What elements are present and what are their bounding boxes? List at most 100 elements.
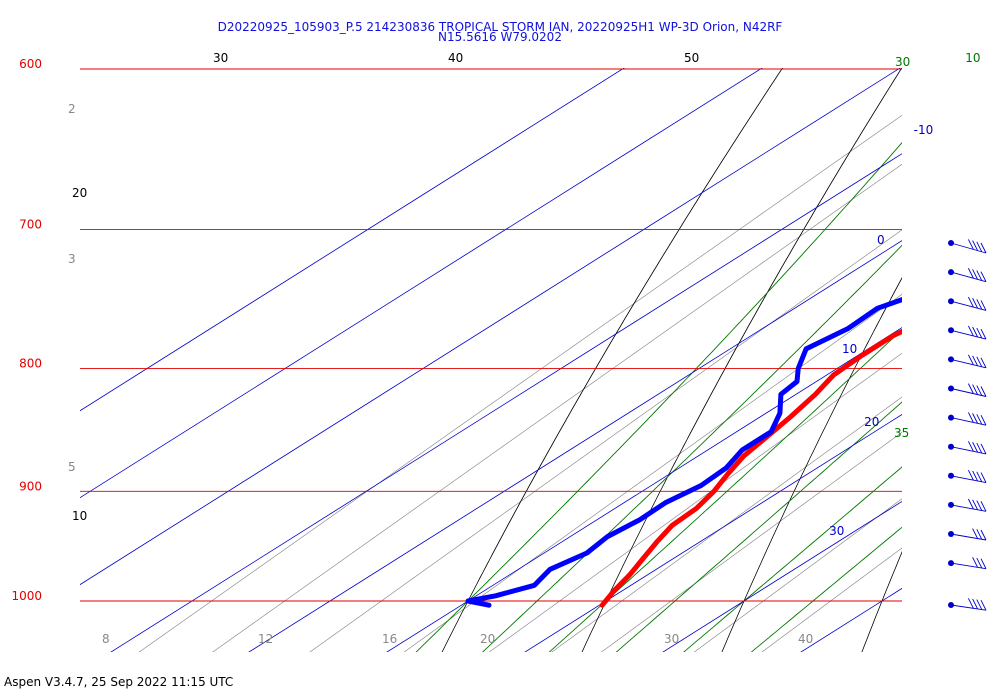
wind-barb-feather — [976, 471, 983, 482]
wind-barb-feather — [967, 354, 974, 365]
wind-barb-feather — [972, 297, 979, 309]
wind-barb-feather — [976, 500, 983, 511]
chart-title-line-1: D20220925_105903_P.5 214230836 TROPICAL … — [217, 20, 783, 34]
wind-barb — [948, 268, 987, 283]
wind-barb-staff — [950, 562, 987, 570]
dry-adiabat-line — [441, 68, 783, 652]
wind-barb — [948, 557, 987, 570]
wind-barb-feather — [972, 499, 979, 510]
wind-barb-feather — [967, 412, 974, 423]
wind-barb-feather — [967, 239, 974, 250]
wind-barb-feather — [976, 442, 983, 454]
wind-barb-feather — [972, 384, 979, 395]
mixing-ratio-label: 5 — [68, 460, 76, 474]
wind-barb-staff — [950, 271, 987, 283]
isobar-lines — [80, 68, 902, 602]
wind-barb-feather — [972, 470, 979, 482]
moist-adiabat-line — [415, 142, 902, 652]
wind-barb-feather — [967, 441, 974, 452]
moist-adiabat-label: 35 — [894, 426, 909, 440]
pressure-label: 900 — [19, 479, 42, 493]
pressure-label: 600 — [19, 57, 42, 71]
mixing-ratio-line — [403, 293, 902, 652]
mixing-ratio-line — [551, 396, 902, 652]
wind-barb-feather — [976, 529, 983, 540]
wind-barb — [948, 498, 987, 512]
wind-barb-feather — [972, 528, 979, 539]
dry-adiabat-line — [581, 68, 902, 652]
isotherm-line — [386, 327, 902, 652]
wind-barb-feather — [980, 300, 987, 311]
wind-barb-feather — [972, 598, 979, 610]
isotherm-line — [524, 414, 902, 652]
wind-barb-feather — [980, 472, 987, 483]
mixing-ratio-line — [488, 352, 902, 652]
wind-barb-feather — [976, 356, 983, 367]
wind-barb-staff — [950, 329, 987, 340]
wind-barb — [948, 528, 987, 541]
mixing-ratio-label: 12 — [258, 632, 273, 646]
wind-barb-staff — [950, 533, 987, 541]
isotherm-label: 10 — [842, 342, 857, 356]
wind-barb-feather — [967, 325, 974, 337]
wind-barb — [948, 383, 987, 397]
temperature-profile — [599, 328, 902, 608]
wind-barb — [948, 325, 987, 340]
wind-barb-feather — [976, 557, 983, 569]
wind-barb-staff — [950, 300, 987, 311]
moist-adiabat-label: 10 — [965, 51, 980, 65]
wind-barb — [948, 296, 987, 311]
isotherm-line — [662, 500, 902, 652]
wind-barb-feather — [972, 269, 979, 280]
wind-barb — [948, 412, 987, 426]
pressure-label: 800 — [19, 357, 42, 371]
mixing-ratio-label: 8 — [102, 632, 110, 646]
wind-barb-feather — [976, 414, 983, 425]
moist-adiabat-line — [750, 526, 902, 652]
wind-barb-feather — [980, 501, 987, 512]
wind-barb-feather — [967, 383, 974, 394]
wind-barb-feather — [967, 469, 974, 481]
pressure-label: 1000 — [11, 589, 42, 603]
mixing-ratio-label: 16 — [382, 632, 397, 646]
wind-barb-feather — [980, 386, 987, 397]
wind-barb-feather — [980, 558, 987, 569]
wind-barb-feather — [972, 441, 979, 453]
moist-adiabat-line — [615, 401, 902, 652]
wind-barb-staff — [950, 475, 987, 484]
wind-barb-staff — [950, 504, 987, 512]
dewpoint-profile — [465, 296, 902, 608]
wind-barb-feather — [972, 557, 979, 568]
wind-barb-feather — [980, 443, 987, 455]
chart-title-line-2: N15.5616 W79.0202 — [438, 30, 562, 44]
mixing-ratio-label: 30 — [664, 632, 679, 646]
wind-barb-feather — [976, 599, 983, 610]
isotherm-line — [80, 68, 763, 499]
wind-barb-staff — [950, 358, 987, 369]
wind-barb-feather — [967, 598, 974, 609]
mixing-ratio-label: 3 — [68, 252, 76, 266]
mixing-ratio-line — [600, 431, 902, 652]
isotherm-line — [110, 153, 902, 652]
wind-barb-feather — [972, 326, 979, 338]
wind-barb-feather — [980, 357, 987, 369]
wind-barb — [948, 441, 987, 455]
wind-barb-staff — [950, 446, 987, 455]
wind-barb-feather — [976, 241, 983, 253]
wind-barb-feather — [980, 414, 987, 426]
mixing-ratio-label: 40 — [798, 632, 813, 646]
mixing-ratio-label: 2 — [68, 102, 76, 116]
wind-barb-feather — [976, 327, 983, 339]
dry-adiabat-label: 10 — [72, 509, 87, 523]
mixing-ratio-line — [138, 114, 902, 652]
wind-barb-feather — [972, 240, 979, 251]
wind-barb-feather — [980, 271, 987, 282]
wind-barb-feather — [980, 529, 987, 541]
dry-adiabat-label: 40 — [448, 51, 463, 65]
isotherm-label: 0 — [877, 233, 885, 247]
dry-adiabat-line — [861, 551, 902, 652]
wind-barb — [948, 354, 987, 369]
axis-labels: 6007008009001000-10010203010152025303530… — [11, 51, 980, 646]
isotherm-label: 20 — [864, 415, 879, 429]
